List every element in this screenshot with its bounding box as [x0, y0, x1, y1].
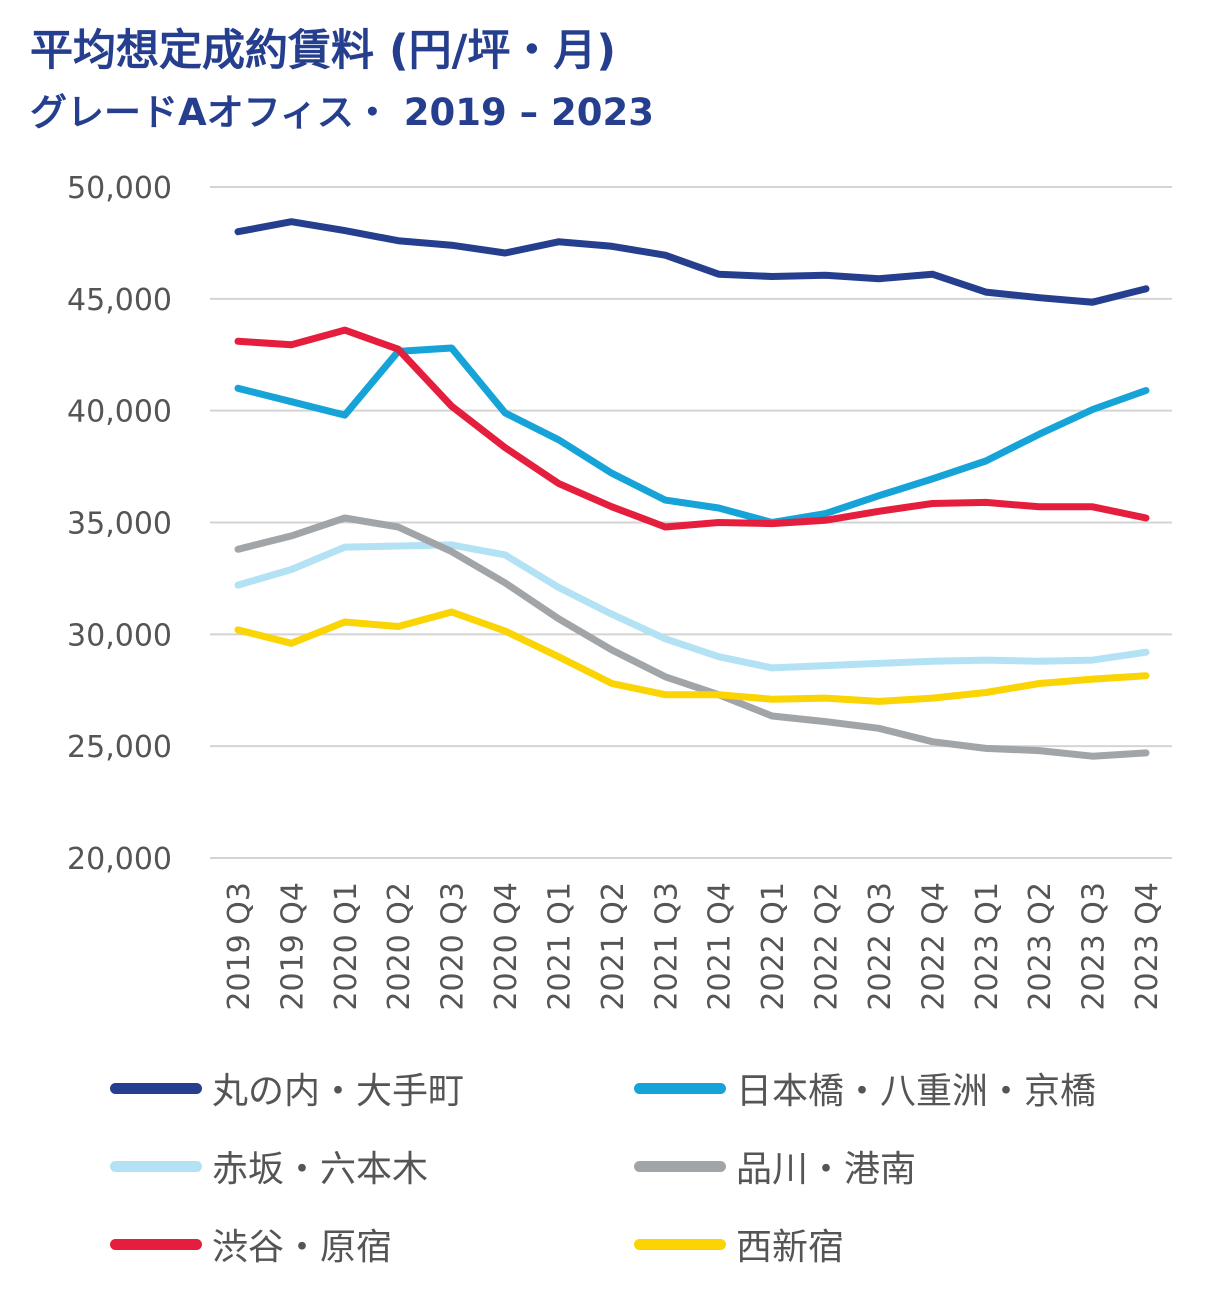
y-tick-label: 25,000	[67, 730, 172, 765]
x-tick-label: 2020 Q4	[489, 882, 524, 1011]
x-tick-label: 2021 Q2	[596, 882, 631, 1011]
series-line	[234, 514, 1150, 760]
legend-item: 西新宿	[634, 1214, 844, 1274]
legend-item: 渋谷・原宿	[110, 1214, 392, 1274]
y-tick-label: 45,000	[67, 283, 172, 318]
x-tick-label: 2022 Q1	[756, 882, 791, 1011]
series-line	[234, 608, 1150, 705]
legend-swatch	[634, 1082, 726, 1094]
x-tick-label: 2023 Q1	[970, 882, 1005, 1011]
series-line	[234, 218, 1150, 306]
x-tick-label: 2022 Q4	[916, 882, 951, 1011]
legend-swatch	[634, 1238, 726, 1250]
y-tick-label: 30,000	[67, 618, 172, 653]
x-tick-label: 2023 Q2	[1023, 882, 1058, 1011]
x-tick-label: 2022 Q3	[863, 882, 898, 1011]
legend-label: 品川・港南	[736, 1149, 917, 1190]
legend-item: 日本橋・八重洲・京橋	[634, 1058, 1096, 1118]
legend-swatch	[634, 1160, 726, 1172]
x-tick-label: 2021 Q4	[703, 882, 738, 1011]
legend-label: 日本橋・八重洲・京橋	[736, 1071, 1097, 1112]
legend-label: 丸の内・大手町	[212, 1071, 465, 1112]
x-tick-label: 2020 Q3	[436, 882, 471, 1011]
legend-label: 赤坂・六本木	[212, 1149, 429, 1190]
legend-label: 渋谷・原宿	[212, 1227, 393, 1268]
x-tick-label: 2021 Q1	[542, 882, 577, 1011]
x-tick-label: 2019 Q4	[275, 882, 310, 1011]
legend-item: 品川・港南	[634, 1136, 916, 1196]
chart-subtitle: グレードAオフィス・ 2019 – 2023	[30, 91, 654, 134]
x-tick-label: 2020 Q2	[382, 882, 417, 1011]
x-tick-label: 2022 Q2	[810, 882, 845, 1011]
series-line	[234, 344, 1150, 526]
legend: 丸の内・大手町 日本橋・八重洲・京橋 赤坂・六本木 品川・港南 渋谷・原宿 西新…	[110, 1058, 1210, 1298]
legend-swatch	[110, 1238, 202, 1250]
series-line	[234, 326, 1150, 531]
x-tick-label: 2023 Q4	[1130, 882, 1165, 1011]
x-tick-label: 2021 Q3	[649, 882, 684, 1011]
y-tick-label: 40,000	[67, 395, 172, 430]
series-line	[234, 541, 1150, 672]
x-tick-label: 2020 Q1	[329, 882, 364, 1011]
y-tick-label: 50,000	[67, 171, 172, 206]
line-chart: 20,000 25,000 30,000 35,000 40,000 45,000 50,0…	[67, 171, 1172, 1011]
legend-item: 丸の内・大手町	[110, 1058, 464, 1118]
x-tick-label: 2023 Q3	[1077, 882, 1112, 1011]
y-tick-label: 35,000	[67, 507, 172, 542]
legend-item: 赤坂・六本木	[110, 1136, 428, 1196]
legend-label: 西新宿	[736, 1227, 845, 1268]
x-tick-label: 2019 Q3	[222, 882, 257, 1011]
chart-title: 平均想定成約賃料 (円/坪・月)	[30, 26, 616, 76]
y-tick-label: 20,000	[67, 842, 172, 877]
legend-swatch	[110, 1160, 202, 1172]
legend-swatch	[110, 1082, 202, 1094]
